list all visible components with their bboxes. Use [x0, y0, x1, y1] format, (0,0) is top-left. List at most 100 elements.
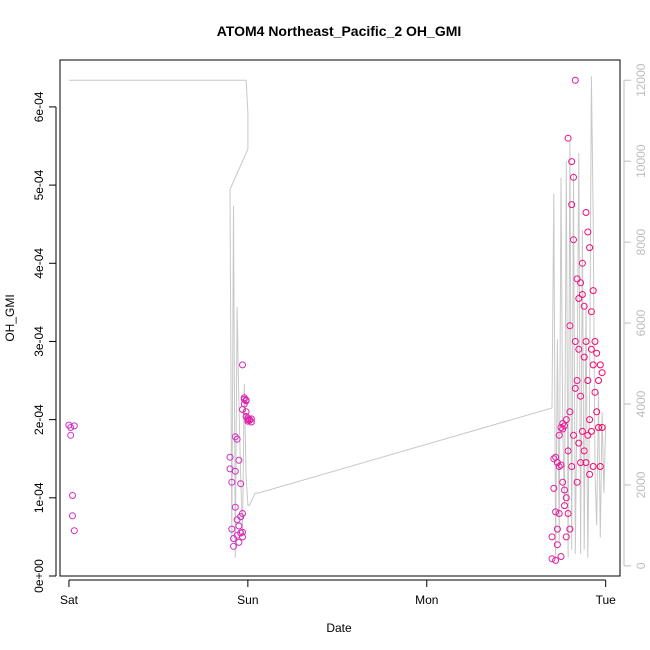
y-left-tick-label: 6e-04 [32, 91, 46, 122]
data-point [239, 510, 246, 517]
data-point [231, 467, 239, 475]
data-point [67, 431, 75, 439]
data-point [580, 302, 588, 310]
data-point [587, 427, 595, 435]
data-point [568, 201, 576, 209]
data-point [557, 553, 565, 560]
data-point [562, 533, 570, 541]
y-axis-right: 0 2000 4000 6000 8000 10000 12000 [623, 63, 648, 569]
data-point [584, 228, 592, 236]
x-tick-label: Tue [596, 593, 617, 607]
data-point [575, 439, 583, 447]
y-left-tick-label: 5e-04 [32, 169, 46, 200]
x-axis: Sat Sun Mon Tue [60, 579, 617, 607]
data-point [578, 259, 586, 267]
data-point [561, 502, 568, 510]
data-point [552, 556, 560, 564]
data-point [235, 538, 243, 546]
y-right-tick-label: 2000 [634, 471, 648, 498]
data-point [568, 463, 576, 470]
data-point [566, 408, 574, 416]
data-point [570, 173, 577, 181]
data-point [578, 427, 586, 435]
data-point [577, 459, 585, 467]
y-right-tick-label: 6000 [634, 309, 648, 336]
data-point [598, 369, 606, 377]
data-point [552, 508, 560, 516]
data-point [564, 510, 572, 517]
data-point [571, 338, 579, 345]
x-tick-label: Mon [415, 593, 438, 607]
data-point [593, 408, 601, 416]
y-axis-left: 0e+00 1e-04 2e-04 3e-04 4e-04 5e-04 6e-04 [32, 91, 57, 593]
data-point [584, 377, 592, 384]
data-point [575, 295, 583, 302]
data-point [70, 422, 78, 430]
data-point [550, 484, 558, 492]
data-point [570, 431, 577, 439]
data-point [589, 287, 597, 295]
data-point [555, 463, 563, 470]
data-point [553, 525, 561, 533]
data-point [235, 456, 243, 464]
data-point [589, 463, 597, 470]
data-point [548, 555, 556, 563]
data-point [235, 522, 243, 530]
y-left-tick-label: 3e-04 [32, 326, 46, 357]
data-point [548, 533, 556, 541]
data-point [595, 424, 602, 431]
data-point [246, 416, 254, 424]
y-right-tick-label: 8000 [634, 228, 648, 255]
y-left-tick-label: 2e-04 [32, 404, 46, 435]
data-point [577, 279, 585, 287]
chart-title: ATOM4 Northeast_Pacific_2 OH_GMI [217, 23, 462, 39]
y-right-tick-label: 12000 [634, 63, 648, 97]
data-point [553, 459, 561, 467]
data-point [67, 424, 75, 431]
data-point [573, 377, 581, 384]
data-point [586, 470, 594, 478]
data-point [596, 361, 604, 369]
data-point [595, 377, 602, 384]
data-point [237, 480, 245, 488]
data-point [561, 422, 568, 430]
data-point [228, 478, 236, 486]
data-point [564, 447, 572, 455]
data-point [557, 461, 565, 469]
data-point [593, 349, 601, 357]
data-point [591, 338, 599, 345]
right-axis-line-series [68, 76, 607, 558]
data-point [591, 388, 599, 396]
data-point [562, 416, 570, 424]
data-point [226, 453, 234, 461]
y-left-tick-label: 4e-04 [32, 248, 46, 279]
data-point [587, 345, 595, 353]
data-point [247, 415, 255, 423]
x-tick-label: Sat [60, 593, 79, 607]
data-point [584, 431, 592, 439]
data-point [239, 528, 246, 536]
data-point [559, 478, 567, 486]
data-point [566, 322, 574, 330]
data-point [577, 392, 585, 400]
data-point [550, 455, 558, 463]
data-point [582, 338, 590, 345]
data-point [598, 424, 606, 431]
y-right-tick-label: 4000 [634, 390, 648, 417]
plot-border [59, 59, 621, 577]
data-point [553, 541, 561, 549]
data-point [564, 134, 572, 142]
data-point [580, 353, 588, 361]
data-point [239, 533, 246, 541]
data-point [582, 459, 590, 467]
y-left-tick-label: 0e+00 [32, 559, 46, 593]
series-line [68, 76, 607, 558]
data-point [586, 416, 594, 424]
data-point [582, 209, 590, 216]
data-point [573, 275, 581, 283]
data-point [228, 525, 236, 533]
data-point [239, 361, 246, 369]
y-axis-label: OH_GMI [3, 294, 17, 341]
data-point [566, 525, 574, 533]
